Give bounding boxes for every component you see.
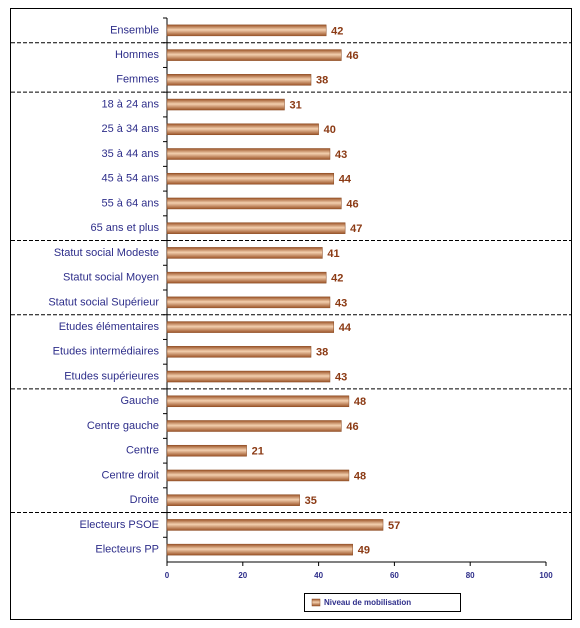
value-label: 40 [324, 124, 336, 136]
value-label: 35 [305, 495, 317, 507]
y-tick-label: Electeurs PSOE [80, 519, 159, 531]
y-tick-label: Centre droit [102, 469, 159, 481]
y-tick-label: Gauche [120, 395, 159, 407]
value-label: 46 [346, 50, 358, 62]
bar [166, 222, 346, 234]
x-tick-label: 60 [390, 571, 399, 580]
x-tick-label: 20 [238, 571, 247, 580]
value-label: 41 [327, 248, 339, 260]
y-tick-label: Statut social Supérieur [48, 296, 159, 308]
bar [166, 296, 331, 309]
x-tick-label: 80 [466, 571, 475, 580]
value-label: 38 [316, 75, 328, 87]
y-tick-label: 25 à 34 ans [102, 123, 160, 135]
legend-box [304, 593, 461, 612]
value-label: 43 [335, 149, 347, 161]
y-tick-label: Femmes [116, 74, 159, 86]
y-tick-label: Centre [126, 445, 159, 457]
bar [166, 370, 331, 383]
value-label: 44 [339, 322, 352, 334]
bar [166, 395, 350, 408]
bar [166, 148, 331, 160]
value-label: 43 [335, 371, 347, 383]
y-tick-label: Etudes supérieures [64, 370, 159, 382]
value-label: 42 [331, 25, 343, 37]
value-label: 21 [252, 446, 264, 458]
bar [166, 49, 342, 61]
value-label: 31 [289, 99, 301, 111]
bar [166, 519, 384, 531]
value-label: 38 [316, 347, 328, 359]
y-tick-label: 55 à 64 ans [102, 197, 160, 209]
value-label: 57 [388, 520, 400, 532]
bar [166, 172, 335, 185]
bar [166, 469, 350, 482]
value-label: 47 [350, 223, 362, 235]
y-tick-label: Etudes élémentaires [59, 321, 160, 333]
y-tick-label: Electeurs PP [95, 544, 159, 556]
bar [166, 420, 342, 432]
y-tick-label: 18 à 24 ans [102, 98, 160, 110]
bar [166, 247, 323, 259]
y-tick-label: 65 ans et plus [91, 222, 160, 234]
bar [166, 197, 342, 210]
frame [10, 8, 572, 620]
y-tick-label: 45 à 54 ans [102, 173, 160, 185]
bar [166, 444, 247, 457]
x-tick-label: 0 [165, 571, 170, 580]
value-label: 48 [354, 396, 366, 408]
legend-label: Niveau de mobilisation [324, 598, 411, 607]
bar [166, 98, 285, 111]
bar [166, 494, 300, 506]
bar [166, 123, 319, 136]
y-tick-label: Etudes intermédiaires [53, 346, 160, 358]
value-label: 43 [335, 297, 347, 309]
value-label: 46 [346, 421, 358, 433]
bar [166, 74, 312, 86]
bar [166, 321, 335, 333]
bar [166, 543, 353, 556]
value-label: 42 [331, 273, 343, 285]
y-tick-label: Hommes [115, 49, 160, 61]
value-label: 46 [346, 198, 358, 210]
y-tick-label: Ensemble [110, 24, 159, 36]
x-tick-label: 100 [539, 571, 553, 580]
legend-swatch [311, 598, 321, 607]
value-label: 44 [339, 174, 352, 186]
x-tick-label: 40 [314, 571, 323, 580]
y-tick-label: Droite [130, 494, 159, 506]
bar [166, 346, 312, 358]
y-tick-label: Statut social Modeste [54, 247, 159, 259]
bar [166, 24, 327, 37]
value-label: 49 [358, 545, 370, 557]
y-tick-label: Statut social Moyen [63, 272, 159, 284]
bar [166, 271, 327, 284]
y-tick-label: Centre gauche [87, 420, 159, 432]
y-tick-label: 35 à 44 ans [102, 148, 160, 160]
value-label: 48 [354, 470, 366, 482]
